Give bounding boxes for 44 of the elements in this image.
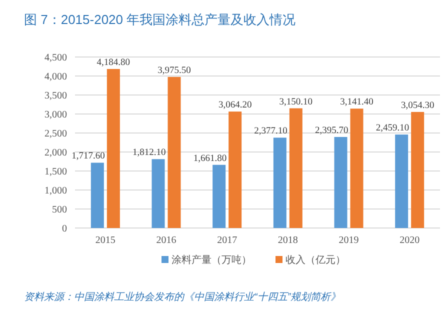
data-label: 3,141.40 <box>340 98 374 108</box>
y-tick-label: 0 <box>62 224 67 234</box>
bar <box>289 108 302 228</box>
y-tick-label: 3,000 <box>44 110 67 120</box>
x-tick-label: 2019 <box>338 235 359 246</box>
data-label: 2,395.70 <box>315 126 348 136</box>
bar <box>411 112 424 228</box>
bar <box>395 134 408 228</box>
x-tick-label: 2020 <box>400 235 420 246</box>
data-label: 1,661.80 <box>193 154 227 164</box>
text: 资料来源：中国涂料工业协会发布的《中国涂料行业“十四五”规划简析》 <box>24 291 341 303</box>
bar <box>106 68 120 228</box>
legend-label: 收入（亿元） <box>286 254 346 266</box>
y-tick-label: 2,000 <box>44 148 67 158</box>
data-label: 1,812.10 <box>132 148 166 158</box>
y-tick-label: 4,000 <box>44 72 67 82</box>
x-tick-label: 2015 <box>95 235 116 246</box>
bar <box>350 108 364 228</box>
bar <box>228 112 242 228</box>
x-tick-label: 2017 <box>217 235 238 246</box>
bar <box>334 136 348 228</box>
data-label: 3,064.20 <box>218 100 252 111</box>
title: 图 7：2015-2020 年我国涂料总产量及收入情况 <box>24 12 296 27</box>
y-tick-label: 1,500 <box>44 166 67 178</box>
data-label: 3,975.50 <box>158 66 192 76</box>
data-label: 4,184.80 <box>96 58 130 68</box>
bar <box>152 159 165 228</box>
legend-label: 涂料产量（万吨） <box>172 254 252 266</box>
data-label: 1,717.60 <box>72 152 106 162</box>
data-label: 3,054.30 <box>400 100 434 111</box>
bar <box>168 76 181 228</box>
y-tick-label: 4,500 <box>44 52 67 64</box>
y-tick-label: 2,500 <box>44 128 67 140</box>
y-tick-label: 1,000 <box>44 186 67 196</box>
x-tick-label: 2016 <box>156 235 176 246</box>
x-tick-label: 2018 <box>278 235 298 246</box>
data-label: 3,150.10 <box>279 97 313 108</box>
bar <box>273 138 286 228</box>
y-tick-label: 500 <box>52 204 67 216</box>
bar <box>90 162 104 228</box>
data-label: 2,459.10 <box>376 124 410 134</box>
bar <box>212 164 226 228</box>
y-tick-label: 3,500 <box>44 90 67 102</box>
data-label: 2,377.10 <box>254 126 288 137</box>
